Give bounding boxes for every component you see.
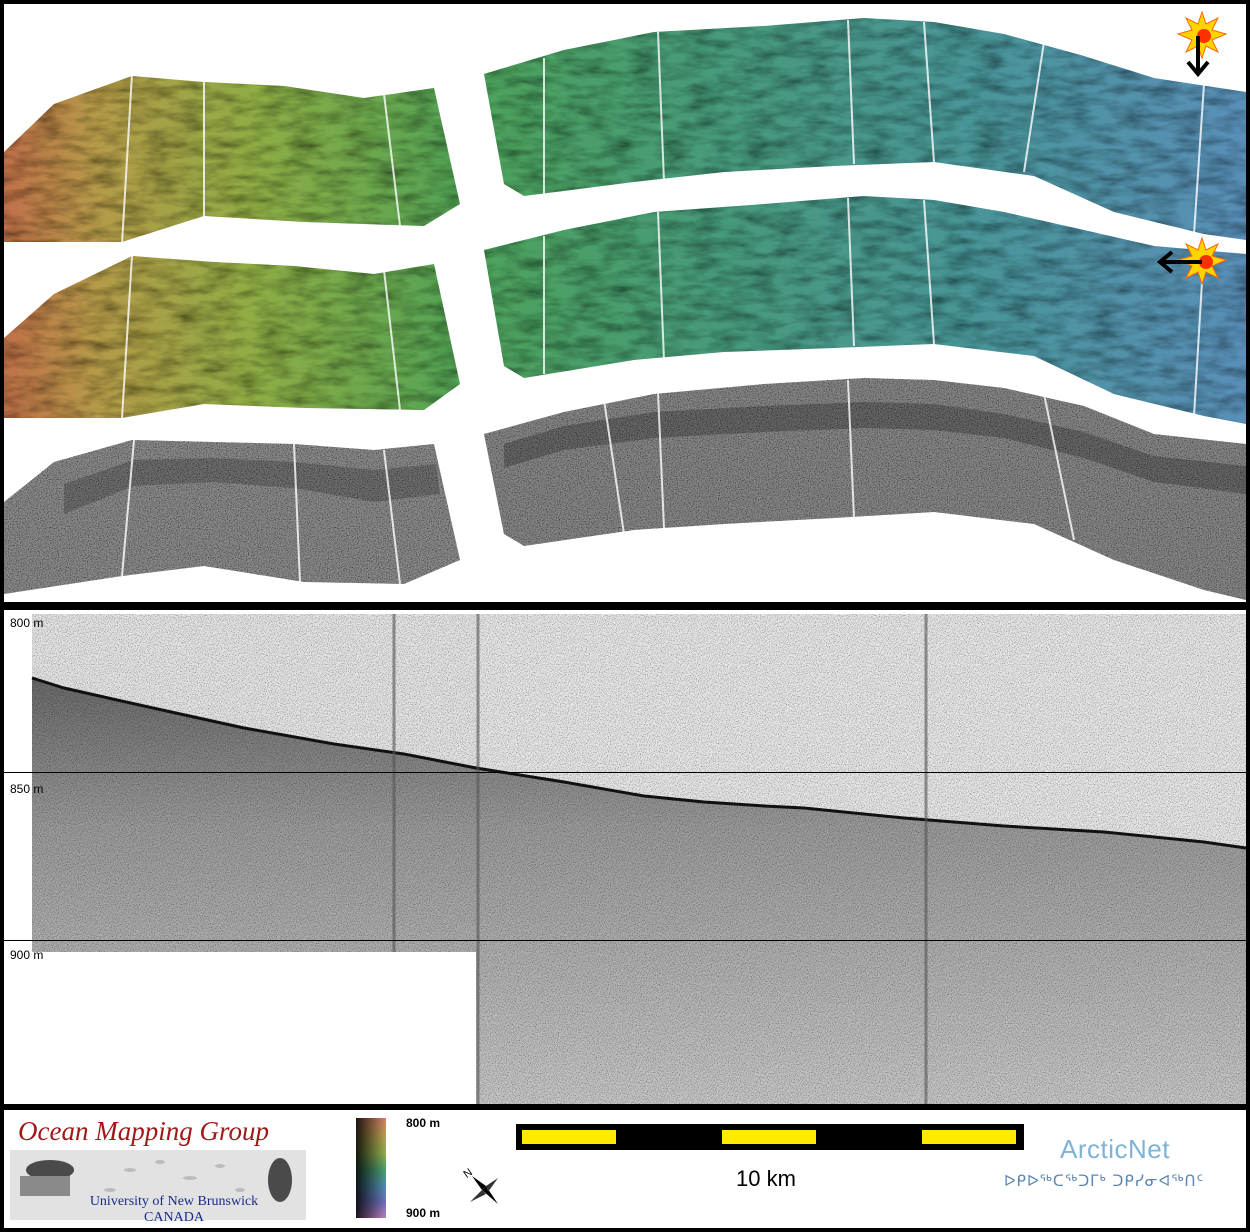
depth-label: 800 m [10, 616, 44, 630]
swath-seams [121, 19, 1205, 585]
depth-gridline [4, 772, 1246, 773]
bathymetry-north-illuminated [4, 18, 1246, 242]
subbottom-profile [31, 614, 1246, 1104]
arcticnet-logo: ArcticNet [1060, 1134, 1170, 1164]
depth-gridline [4, 940, 1246, 941]
scale-bar-label: 10 km [736, 1166, 796, 1191]
sun-illumination-icon [1156, 236, 1228, 286]
survey-map [4, 10, 1246, 600]
colorbar-top-label: 800 m [406, 1116, 441, 1130]
logo-title: Ocean Mapping Group [18, 1116, 269, 1146]
depth-colorbar [356, 1118, 386, 1218]
sun-illumination-icon [1176, 10, 1228, 78]
bathymetry-east-illuminated [4, 196, 1246, 424]
subbottom-profile-panel: 800 m 850 m 900 m [4, 610, 1246, 1104]
logo-university: University of New Brunswick [89, 1194, 259, 1209]
ping-artifacts [392, 614, 928, 1104]
scale-bar [516, 1124, 1024, 1150]
backscatter-mosaic [4, 378, 1246, 600]
arcticnet-inuktitut: ᐅᑭᐅᖅᑕᖅᑐᒥᒃ ᑐᑭᓯᓂᐊᖅᑎᑦ [1004, 1172, 1204, 1190]
seafloor-reflector [31, 676, 1246, 850]
svg-text:N: N [461, 1166, 474, 1180]
survey-map-panel [4, 4, 1246, 602]
logo-country: CANADA [144, 1210, 204, 1225]
logo-relief-image [10, 1150, 306, 1220]
echo-data [32, 614, 1246, 1104]
colorbar-bottom-label: 900 m [406, 1206, 441, 1220]
north-arrow-icon: N [461, 1166, 498, 1204]
legend-panel: Ocean Mapping Group University of New Br… [4, 1110, 1246, 1228]
depth-label: 850 m [10, 782, 44, 796]
depth-label: 900 m [10, 948, 44, 962]
